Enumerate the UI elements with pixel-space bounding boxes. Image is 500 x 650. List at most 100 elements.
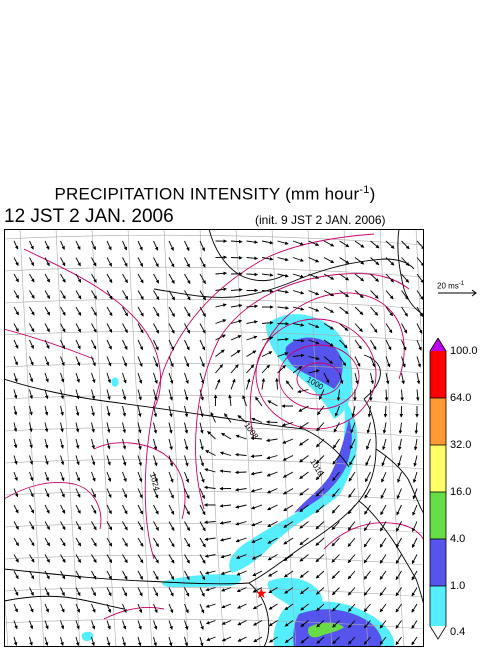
wind-vector	[265, 420, 278, 424]
wind-vector	[168, 537, 175, 548]
wind-vector	[230, 364, 239, 374]
wind-vector	[60, 422, 64, 433]
wind-vector	[75, 306, 82, 316]
wind-vector	[347, 537, 356, 547]
wind-vector	[13, 389, 18, 399]
wind-vector	[380, 521, 387, 532]
wind-vector	[215, 303, 227, 308]
wind-vector	[91, 438, 95, 450]
wind-vector	[91, 273, 97, 283]
wind-vector	[137, 587, 143, 597]
graticule-meridian	[379, 229, 405, 647]
wind-vector	[416, 356, 422, 368]
wind-vector	[153, 339, 159, 351]
wind-vector	[315, 438, 325, 448]
wind-vector	[44, 339, 50, 350]
wind-vector	[308, 356, 320, 361]
wind-vector	[363, 521, 371, 532]
wind-vector	[13, 422, 18, 432]
wind-vector	[153, 554, 159, 564]
wind-vector	[267, 504, 278, 511]
graticule-parallel	[4, 330, 424, 342]
wind-vector	[137, 257, 144, 268]
wind-vector	[348, 603, 356, 612]
wind-vector	[348, 471, 356, 482]
wind-vector	[339, 339, 348, 349]
wind-vector	[60, 570, 66, 580]
wind-vector	[168, 636, 173, 647]
wind-vector	[75, 521, 81, 531]
wind-vector	[317, 405, 325, 416]
wind-vector	[199, 636, 204, 647]
wind-vector	[60, 620, 65, 630]
wind-vector	[106, 438, 111, 450]
wind-vector	[339, 240, 350, 248]
wind-vector	[282, 455, 294, 461]
wind-vector	[184, 587, 190, 597]
wind-vector	[44, 471, 49, 482]
wind-vector	[199, 389, 204, 401]
wind-vector	[385, 257, 395, 266]
wind-vector	[29, 504, 35, 514]
wind-vector	[395, 636, 402, 646]
wind-vector	[333, 422, 340, 433]
wind-vector	[168, 570, 175, 581]
wind-vector	[397, 455, 402, 467]
colorbar-label: 0.4	[450, 626, 466, 638]
wind-vector	[29, 257, 35, 267]
wind-vector	[44, 273, 50, 283]
wind-vector	[332, 620, 340, 628]
wind-vector	[75, 587, 81, 597]
wind-vector	[75, 323, 81, 333]
wind-vector	[153, 389, 158, 401]
wind-vector	[215, 271, 228, 276]
wind-vector	[299, 537, 309, 546]
wind-vector	[75, 471, 81, 482]
wind-vector	[184, 504, 190, 516]
wind-vector	[300, 603, 309, 611]
wind-vector	[168, 356, 174, 368]
wind-vector	[277, 290, 289, 294]
wind-vector	[75, 537, 82, 547]
wind-vector	[13, 323, 19, 333]
wind-vector	[91, 339, 97, 350]
wind-vector	[44, 537, 50, 547]
wind-vector	[91, 323, 97, 333]
wind-vector	[168, 290, 175, 301]
wind-vector	[44, 323, 50, 333]
wind-vector	[60, 504, 66, 514]
wind-vector	[350, 422, 356, 434]
wind-vector	[91, 290, 97, 300]
wind-vector	[230, 335, 242, 341]
wind-vector	[205, 603, 216, 608]
wind-vector	[184, 438, 189, 451]
wind-vector	[137, 455, 142, 467]
wind-vector	[153, 521, 159, 531]
wind-vector	[122, 240, 128, 251]
wind-vector	[381, 471, 387, 483]
wind-vector	[411, 636, 418, 646]
wind-vector	[237, 636, 247, 642]
wind-vector	[199, 339, 206, 351]
wind-vector	[261, 289, 274, 293]
wind-vector	[308, 323, 320, 329]
wind-vector	[363, 620, 371, 629]
wind-vector	[283, 570, 294, 578]
wind-vector	[281, 422, 294, 427]
wind-vector	[230, 303, 243, 308]
wind-vector	[331, 554, 340, 563]
wind-vector	[153, 372, 158, 384]
wind-vector	[221, 432, 232, 440]
wind-vector	[412, 521, 418, 532]
wind-vector	[246, 240, 258, 244]
wind-vector	[168, 488, 174, 499]
wind-vector	[385, 290, 394, 300]
wind-vector	[333, 438, 340, 449]
wind-vector	[137, 504, 144, 515]
wind-vector	[339, 257, 350, 264]
wind-vector	[168, 372, 174, 384]
wind-vector	[153, 240, 159, 251]
wind-vector	[261, 257, 274, 261]
wind-vector	[308, 369, 320, 374]
wind-vector	[13, 554, 19, 563]
